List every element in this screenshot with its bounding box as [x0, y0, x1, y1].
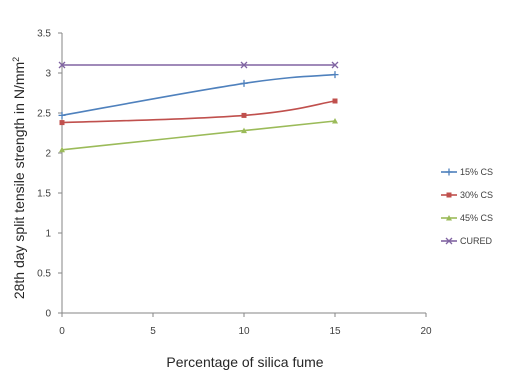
x-tick-label: 15	[329, 326, 341, 337]
legend-marker-15-cs	[445, 168, 453, 176]
series-line-45-cs	[61, 120, 336, 151]
x-tick-label: 0	[59, 326, 65, 337]
x-axis-title: Percentage of silica fume	[166, 354, 323, 370]
y-tick-label: 3.5	[37, 29, 51, 40]
legend-item-15-cs: 15% CS	[441, 167, 493, 177]
x-tick-labels: 0 5 10 15 20	[59, 326, 432, 337]
legend-marker-30-cs	[446, 192, 452, 198]
data-point-45-cs	[59, 146, 65, 153]
y-tick-label: 1	[45, 229, 51, 240]
y-tick-label: 2.5	[37, 109, 51, 120]
legend-label-30-cs: 30% CS	[460, 190, 493, 200]
legend-marker-cured	[445, 237, 453, 245]
y-tick-label: 1.5	[37, 189, 51, 200]
data-point-15-cs	[331, 71, 339, 79]
legend-label-45-cs: 45% CS	[460, 213, 493, 223]
y-tick-label: 0	[45, 309, 51, 320]
series-15-cs	[58, 71, 339, 119]
x-tick-label: 20	[420, 326, 432, 337]
data-point-cured	[58, 61, 66, 69]
legend-label-cured: CURED	[460, 236, 493, 246]
data-point-cured	[240, 61, 248, 69]
y-axis-title-superscript: 2	[11, 57, 21, 62]
series-line-15-cs	[61, 73, 336, 117]
data-point-cured	[331, 61, 339, 69]
y-tick-label: 0.5	[37, 269, 51, 280]
legend-item-30-cs: 30% CS	[441, 190, 493, 200]
data-point-15-cs	[58, 111, 66, 119]
data-point-30-cs	[59, 120, 65, 126]
y-tick-label: 3	[45, 69, 51, 80]
y-axis-title-text: 28th day split tensile strength in N/mm	[11, 62, 27, 299]
data-point-15-cs	[240, 79, 248, 87]
data-point-45-cs	[332, 118, 338, 124]
series-30-cs	[59, 98, 338, 126]
data-point-30-cs	[241, 112, 247, 118]
series-cured	[58, 61, 339, 69]
series-line-30-cs	[61, 100, 336, 124]
x-tick-label: 5	[150, 326, 156, 337]
legend-item-45-cs: 45% CS	[441, 213, 493, 223]
data-point-30-cs	[332, 98, 338, 104]
series-45-cs	[59, 118, 338, 153]
y-tick-labels: 0 0.5 1 1.5 2 2.5 3 3.5	[37, 29, 51, 320]
legend-item-cured: CURED	[441, 236, 493, 246]
x-tick-label: 10	[238, 326, 250, 337]
series-group	[58, 61, 339, 153]
y-axis-title: 28th day split tensile strength in N/mm2	[11, 57, 27, 299]
data-point-45-cs	[241, 127, 247, 134]
axes	[58, 32, 427, 317]
legend-marker-45-cs	[446, 215, 452, 221]
y-tick-label: 2	[45, 149, 51, 160]
legend-label-15-cs: 15% CS	[460, 167, 493, 177]
legend: 15% CS 30% CS 45% CS CURED	[441, 167, 493, 246]
